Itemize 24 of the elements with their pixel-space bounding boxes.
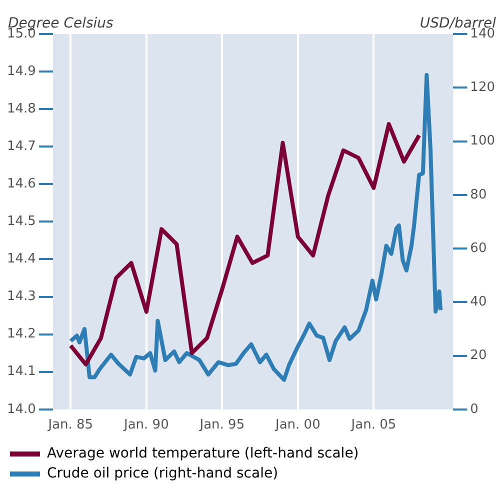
y2-tick-label: 20	[470, 348, 487, 364]
y2-tick-label: 60	[470, 240, 487, 256]
y-tick-label: 14.1	[6, 364, 36, 380]
y-tick-label: 14.6	[6, 176, 36, 192]
y-tick-label: 14.5	[6, 214, 36, 230]
legend-label: Average world temperature (left-hand scale)	[47, 446, 359, 462]
y2-tick-label: 100	[470, 134, 496, 149]
y-tick-label: 14.7	[6, 138, 36, 154]
y2-tick-label: 120	[470, 80, 496, 96]
y2-tick-label: 0	[470, 402, 478, 417]
y-tick-label: 14.3	[6, 289, 36, 304]
x-tick-label: Jan. 00	[274, 418, 320, 433]
y-tick-label: 14.4	[6, 252, 36, 267]
y-tick-label: 14.0	[6, 402, 36, 417]
x-tick-label: Jan. 90	[122, 418, 169, 433]
x-tick-label: Jan. 85	[47, 418, 94, 433]
y-tick-label: 14.2	[6, 326, 36, 342]
x-tick-label: Jan. 95	[198, 418, 245, 433]
y-tick-label: 14.8	[6, 101, 36, 116]
x-tick-label: Jan. 05	[350, 418, 396, 433]
legend-label: Crude oil price (right-hand scale)	[47, 466, 278, 482]
y2-tick-label: 40	[470, 294, 487, 310]
y2-tick-label: 80	[470, 187, 487, 202]
y-tick-label: 14.9	[6, 64, 36, 79]
